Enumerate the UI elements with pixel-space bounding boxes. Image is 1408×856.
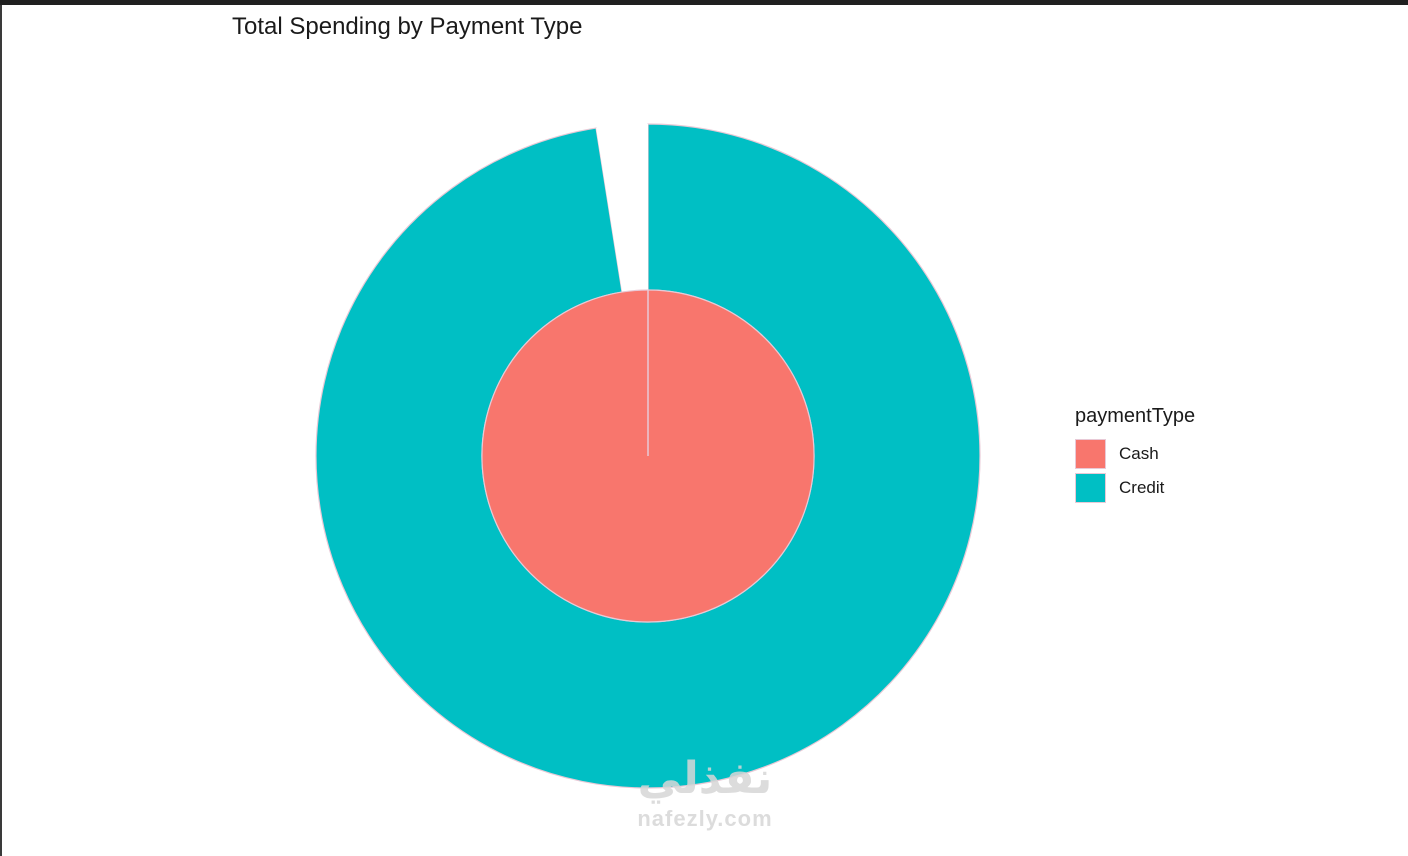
legend-key-cash xyxy=(1075,439,1106,469)
legend-label-credit: Credit xyxy=(1119,478,1165,497)
outer-slice-gap xyxy=(596,124,648,293)
chart-title: Total Spending by Payment Type xyxy=(232,13,583,40)
legend-key-credit xyxy=(1075,473,1106,503)
window-left-edge xyxy=(0,5,2,856)
legend-title: paymentType xyxy=(1075,405,1196,427)
window-top-bar xyxy=(0,0,1408,5)
legend-item-credit: Credit xyxy=(1075,471,1195,505)
legend-item-cash: Cash xyxy=(1075,437,1195,471)
legend: paymentType Cash Credit xyxy=(1075,405,1195,505)
legend-label-cash: Cash xyxy=(1119,444,1159,463)
